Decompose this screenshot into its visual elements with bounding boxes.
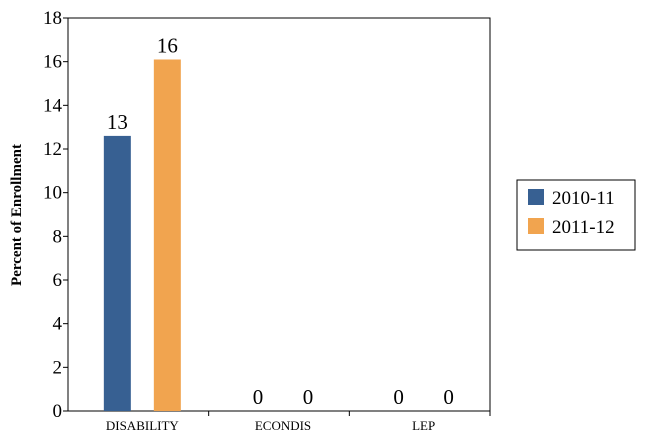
- data-label: 0: [393, 385, 404, 409]
- y-tick-label: 14: [43, 95, 63, 116]
- x-tick-label: ECONDIS: [255, 418, 311, 433]
- y-tick-label: 18: [43, 8, 62, 29]
- x-axis: DISABILITY ECONDIS LEP: [106, 411, 491, 433]
- y-tick-label: 6: [53, 270, 63, 291]
- data-label: 13: [107, 110, 128, 134]
- y-tick-label: 12: [43, 139, 62, 160]
- bar: [153, 59, 181, 411]
- x-tick-label: LEP: [412, 418, 435, 433]
- x-tick-label: DISABILITY: [106, 418, 180, 433]
- bar: [103, 135, 131, 411]
- y-tick-label: 4: [53, 314, 63, 335]
- data-label: 0: [253, 385, 264, 409]
- y-tick-label: 0: [53, 401, 63, 422]
- data-labels: 13 16 0 0 0 0: [107, 33, 454, 409]
- data-label: 0: [303, 385, 314, 409]
- plot-area: [67, 17, 491, 412]
- data-label: 16: [157, 33, 178, 57]
- y-axis: 0 2 4 6 8 10 12 14 16 18: [43, 8, 68, 422]
- legend-label: 2011-12: [552, 217, 615, 238]
- y-tick-label: 16: [43, 52, 62, 73]
- data-label: 0: [443, 385, 454, 409]
- bars: [103, 59, 181, 411]
- y-tick-label: 2: [53, 357, 63, 378]
- legend-swatch: [528, 189, 544, 205]
- y-tick-label: 10: [43, 183, 62, 204]
- legend: 2010-11 2011-12: [516, 179, 636, 251]
- legend-label: 2010-11: [552, 188, 615, 209]
- legend-swatch: [528, 218, 544, 234]
- y-axis-label: Percent of Enrollment: [9, 144, 25, 286]
- plot-border: [67, 17, 491, 412]
- y-tick-label: 8: [53, 226, 63, 247]
